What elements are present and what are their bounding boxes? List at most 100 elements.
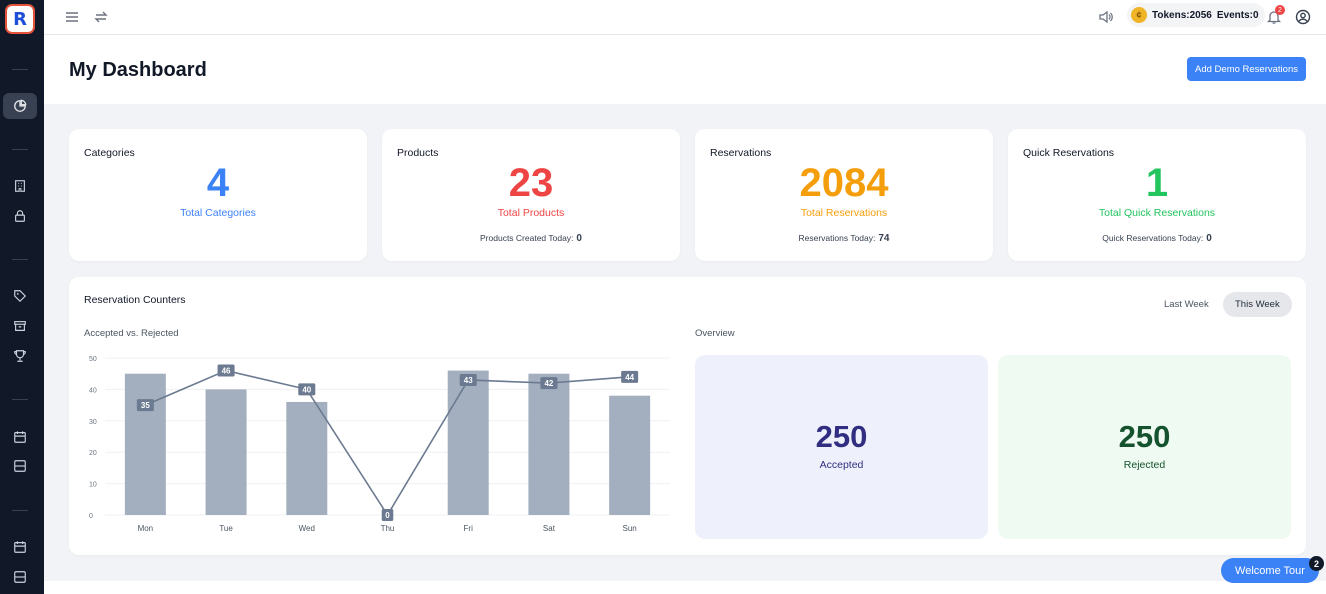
welcome-tour-button[interactable]: Welcome Tour (1221, 558, 1319, 583)
stat-footer-value: 0 (576, 233, 582, 244)
bar (528, 373, 570, 515)
archive-icon (14, 321, 26, 331)
stat-footer-value: 0 (1206, 233, 1212, 244)
stat-value: 2084 (799, 161, 889, 205)
bar (447, 370, 489, 515)
bar (205, 389, 247, 515)
stat-subtitle: Total Quick Reservations (1098, 207, 1216, 219)
app-logo[interactable]: R (5, 4, 35, 34)
data-label-box (621, 370, 639, 383)
topbar: ¢ Tokens:2056 Events:0 2 (44, 0, 1326, 35)
sidebar-divider (12, 510, 28, 511)
sidebar-item-server-2[interactable] (10, 567, 30, 587)
data-label: 44 (625, 373, 634, 382)
bar (124, 373, 166, 515)
y-tick-label: 50 (89, 356, 97, 363)
accepted-label: Accepted (819, 459, 864, 471)
server-icon (14, 571, 26, 583)
x-tick-label: Wed (299, 524, 315, 533)
trophy-icon (14, 350, 26, 362)
accepted-box: 250 Accepted (695, 355, 988, 539)
data-label-box (540, 377, 558, 390)
y-tick-label: 0 (89, 513, 93, 520)
switch-button[interactable] (91, 7, 111, 27)
stat-card-quick-reservations: Quick Reservations 1 Total Quick Reserva… (1008, 129, 1306, 261)
speaker-icon (1099, 10, 1113, 24)
logo-letter: R (13, 8, 27, 30)
tag-icon (14, 290, 27, 303)
calendar-icon (14, 541, 26, 553)
sidebar-item-tag[interactable] (10, 286, 30, 306)
x-tick-label: Sat (543, 524, 556, 533)
stat-card-products: Products 23 Total Products Products Crea… (382, 129, 680, 261)
data-label: 46 (222, 367, 231, 376)
data-label: 0 (385, 511, 390, 520)
sidebar-item-lock[interactable] (10, 206, 30, 226)
data-label: 43 (464, 376, 473, 385)
period-this-week[interactable]: This Week (1223, 292, 1292, 317)
x-tick-label: Fri (464, 524, 474, 533)
sidebar-item-calendar[interactable] (10, 427, 30, 447)
rejected-label: Rejected (1123, 459, 1166, 471)
stat-value: 4 (206, 161, 230, 205)
stat-title: Reservations (710, 147, 772, 159)
y-tick-label: 30 (89, 419, 97, 426)
sidebar-divider (12, 399, 28, 400)
page-title: My Dashboard (69, 59, 207, 81)
tokens-events-pill[interactable]: ¢ Tokens:2056 Events:0 (1127, 3, 1265, 27)
accepted-value: 250 (815, 419, 868, 454)
data-label-box (459, 373, 477, 386)
bar (609, 395, 651, 515)
sidebar-item-trophy[interactable] (10, 346, 30, 366)
building-icon (15, 180, 25, 192)
menu-toggle-button[interactable] (62, 7, 82, 27)
sidebar-divider (12, 149, 28, 150)
stat-value: 23 (508, 161, 554, 205)
notification-badge: 2 (1275, 5, 1285, 15)
stat-subtitle: Total Categories (180, 207, 256, 219)
stat-card-categories: Categories 4 Total Categories (69, 129, 367, 261)
notifications-button[interactable]: 2 (1264, 5, 1285, 27)
data-label: 42 (544, 379, 553, 388)
stat-footer: Quick Reservations Today: 0 (1008, 233, 1306, 244)
events-label: Events:0 (1216, 9, 1259, 21)
overview-label: Overview (695, 328, 735, 339)
tokens-label: Tokens:2056 (1152, 9, 1212, 21)
stat-footer-label: Reservations Today: (798, 233, 876, 243)
data-label: 35 (141, 401, 150, 410)
add-demo-reservations-button[interactable]: Add Demo Reservations (1187, 57, 1306, 81)
sidebar-item-server[interactable] (10, 456, 30, 476)
server-icon (14, 460, 26, 472)
stat-title: Quick Reservations (1023, 147, 1115, 159)
data-label: 40 (302, 385, 311, 394)
x-tick-label: Sun (623, 524, 637, 533)
user-circle-icon (1295, 9, 1311, 25)
stat-title: Categories (84, 147, 135, 159)
data-label-box (381, 509, 394, 521)
dashboard-content: Categories 4 Total Categories Products 2… (44, 104, 1326, 581)
reservation-counters-card: Reservation Counters Last Week This Week… (69, 277, 1306, 555)
bar (286, 401, 328, 515)
y-tick-label: 20 (89, 450, 97, 457)
stat-footer: Products Created Today: 0 (382, 233, 680, 244)
sidebar-item-dashboard[interactable] (3, 93, 37, 119)
accepted-rejected-chart: 0 10 20 30 40 50 Mon Tue Wed Thu Fri Sat Sun 35 46 40 0 4… (89, 356, 670, 533)
x-tick-label: Thu (381, 524, 395, 533)
profile-button[interactable] (1293, 7, 1313, 27)
pie-chart-icon (14, 99, 27, 112)
chart-label: Accepted vs. Rejected (84, 328, 179, 339)
sidebar-item-archive[interactable] (10, 316, 30, 336)
x-tick-label: Tue (219, 524, 233, 533)
sidebar-item-building[interactable] (10, 176, 30, 196)
stat-footer-label: Products Created Today: (480, 233, 574, 243)
sidebar-divider (12, 69, 28, 70)
stat-footer-value: 74 (878, 233, 890, 244)
sound-button[interactable] (1096, 7, 1116, 27)
stat-title: Products (397, 147, 439, 159)
x-tick-label: Mon (138, 524, 154, 533)
y-tick-label: 10 (89, 482, 97, 489)
period-last-week[interactable]: Last Week (1152, 292, 1221, 317)
coin-icon: ¢ (1131, 7, 1147, 23)
sidebar-item-calendar-2[interactable] (10, 537, 30, 557)
stat-subtitle: Total Products (497, 207, 565, 219)
